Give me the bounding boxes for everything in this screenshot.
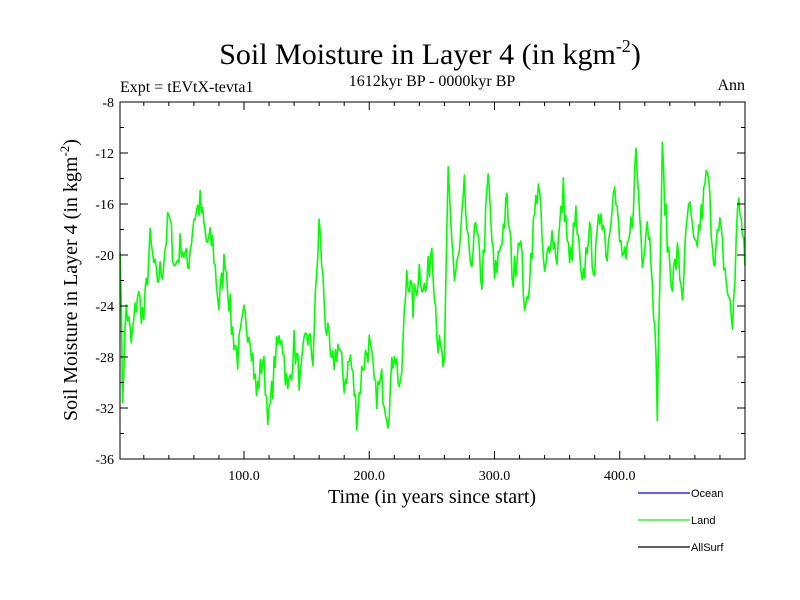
y-tick-label: -8: [102, 96, 114, 111]
x-tick-label: 400.0: [604, 469, 636, 484]
y-tick-label: -16: [95, 198, 114, 213]
plot-frame: [119, 101, 746, 460]
y-tick-label: -20: [95, 249, 114, 264]
y-axis-label: Soil Moisture in Layer 4 (in kgm-2): [57, 139, 82, 421]
chart-title: Soil Moisture in Layer 4 (in kgm-2): [219, 36, 641, 71]
legend-label-ocean: Ocean: [691, 488, 723, 500]
x-axis: 100.0 200.0 300.0 400.0: [143, 102, 721, 484]
series-line-land: [119, 141, 746, 431]
x-tick-label: 100.0: [228, 469, 260, 484]
legend-label-allsurf: AllSurf: [691, 542, 724, 554]
experiment-label: Expt = tEVtX-tevta1: [120, 79, 253, 96]
legend: Ocean Land AllSurf: [638, 488, 724, 554]
y-tick-label: -28: [95, 351, 114, 366]
plot-area: [119, 141, 746, 431]
y-axis: -36 -32 -28 -24 -20 -16 -12 -8: [95, 96, 745, 468]
x-tick-label: 300.0: [479, 469, 511, 484]
period-label: 1612kyr BP - 0000kyr BP: [349, 73, 516, 90]
legend-label-land: Land: [691, 515, 715, 527]
y-tick-label: -12: [95, 147, 114, 162]
y-tick-label: -32: [95, 402, 114, 417]
y-tick-label: -36: [95, 453, 114, 468]
x-axis-label: Time (in years since start): [328, 486, 536, 508]
y-tick-label: -24: [95, 300, 114, 315]
x-tick-label: 200.0: [353, 469, 385, 484]
season-label: Ann: [717, 77, 745, 94]
